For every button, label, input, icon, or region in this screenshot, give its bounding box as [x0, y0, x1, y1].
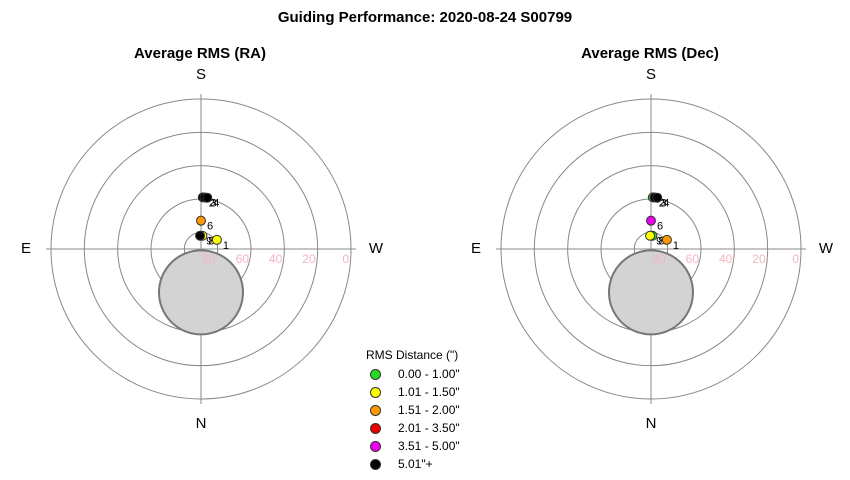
- point-label: 4: [663, 198, 669, 210]
- radial-tick-label: 80: [652, 252, 666, 266]
- point-label: 4: [213, 198, 219, 210]
- legend-swatch: [370, 440, 381, 452]
- legend-swatch: [370, 404, 381, 416]
- legend-label: 3.51 - 5.00": [398, 439, 460, 453]
- legend-label: 1.51 - 2.00": [398, 403, 460, 417]
- radial-tick-label: 40: [719, 252, 733, 266]
- point-label: 6: [657, 221, 663, 233]
- legend-label: 0.00 - 1.00": [398, 367, 460, 381]
- compass-right-ra: W: [368, 240, 384, 257]
- legend-item: 3.51 - 5.00": [366, 437, 460, 455]
- radial-tick-label: 20: [752, 252, 766, 266]
- radial-tick-label: 40: [269, 252, 283, 266]
- radial-tick-label: 80: [202, 252, 216, 266]
- legend-swatch: [370, 386, 381, 398]
- legend-item: 0.00 - 1.00": [366, 365, 460, 383]
- legend: RMS Distance (") 0.00 - 1.00" 1.01 - 1.50…: [366, 348, 460, 473]
- point-label: 9: [206, 236, 212, 248]
- compass-bottom-ra: N: [195, 415, 207, 432]
- legend-item: 1.01 - 1.50": [366, 383, 460, 401]
- compass-top-dec: S: [645, 66, 656, 83]
- point-label: 2: [659, 197, 665, 209]
- data-point: [196, 215, 206, 226]
- legend-label: 2.01 - 3.50": [398, 421, 460, 435]
- legend-swatch: [370, 458, 381, 470]
- legend-items: 0.00 - 1.00" 1.01 - 1.50" 1.51 - 2.00" 2.01…: [366, 365, 460, 473]
- point-label: 8: [208, 236, 214, 248]
- point-label: 9: [656, 236, 662, 248]
- point-label: 6: [207, 221, 213, 233]
- legend-label: 5.01"+: [398, 457, 433, 471]
- data-point: [661, 234, 672, 245]
- data-point: [652, 192, 663, 203]
- legend-swatch: [370, 422, 381, 434]
- data-point: [202, 192, 213, 203]
- point-label: 2: [209, 197, 215, 209]
- compass-left-ra: E: [20, 240, 31, 257]
- compass-right-dec: W: [818, 240, 834, 257]
- data-point: [646, 215, 656, 226]
- compass-left-dec: E: [470, 240, 481, 257]
- moon-marker: [608, 249, 694, 336]
- chart-title-ra: Average RMS (RA): [134, 45, 266, 62]
- data-point: [211, 234, 222, 245]
- compass-top-ra: S: [195, 66, 206, 83]
- chart-title-dec: Average RMS (Dec): [581, 45, 719, 62]
- radial-tick-label: 60: [686, 252, 700, 266]
- legend-item: 2.01 - 3.50": [366, 419, 460, 437]
- figure-title: Guiding Performance: 2020-08-24 S00799: [277, 9, 573, 26]
- legend-title: RMS Distance ("): [366, 348, 459, 362]
- legend-label: 1.01 - 1.50": [398, 385, 460, 399]
- moon-marker: [158, 249, 244, 336]
- radial-tick-label: 0: [342, 252, 349, 266]
- legend-item: 1.51 - 2.00": [366, 401, 460, 419]
- radial-tick-label: 60: [236, 252, 250, 266]
- point-label: 8: [658, 236, 664, 248]
- radial-tick-label: 0: [792, 252, 799, 266]
- point-label: 1: [673, 240, 679, 252]
- compass-bottom-dec: N: [645, 415, 657, 432]
- point-label: 3: [661, 197, 667, 209]
- point-label: 1: [223, 240, 229, 252]
- data-point: [645, 230, 656, 241]
- legend-swatch: [370, 368, 381, 380]
- data-point: [195, 230, 206, 241]
- radial-tick-label: 20: [302, 252, 316, 266]
- point-label: 3: [211, 197, 217, 209]
- legend-item: 5.01"+: [366, 455, 460, 473]
